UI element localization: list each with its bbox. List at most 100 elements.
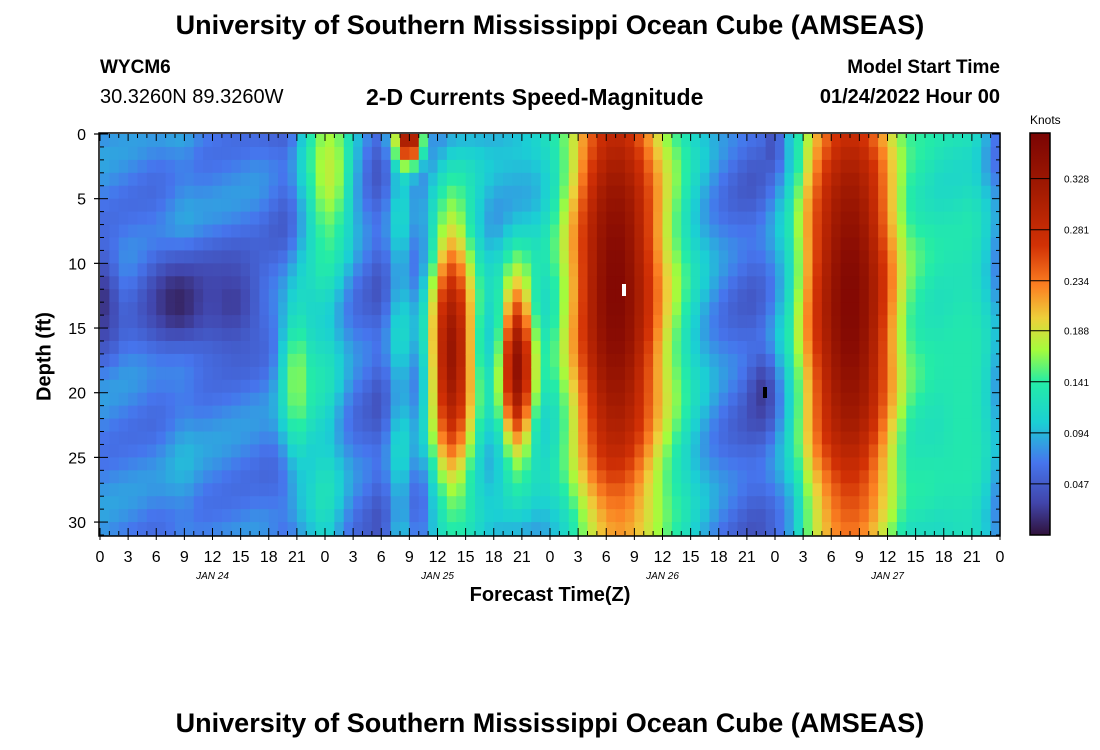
heatmap-cell [540, 340, 551, 355]
heatmap-cell [943, 159, 954, 174]
heatmap-cell [221, 302, 232, 316]
heatmap-cell [203, 431, 214, 446]
x-tick-label: 6 [827, 549, 836, 566]
heatmap-cell [146, 366, 157, 381]
heatmap-cell [465, 470, 476, 484]
heatmap-cell [128, 328, 139, 342]
heatmap-cell [943, 263, 954, 277]
heatmap-cell [859, 509, 870, 523]
heatmap-cell [400, 392, 410, 407]
heatmap-cell [906, 172, 917, 187]
heatmap-cell [268, 146, 279, 161]
heatmap-cell [400, 522, 410, 536]
heatmap-cell [887, 483, 898, 497]
heatmap-cell [756, 224, 767, 239]
heatmap-cell [840, 405, 851, 420]
heatmap-cell [906, 276, 917, 290]
heatmap-cell [981, 172, 992, 187]
x-tick-label: 3 [124, 549, 133, 566]
heatmap-cell [746, 522, 757, 536]
heatmap-cell [118, 418, 129, 433]
heatmap-cell [662, 444, 673, 458]
heatmap-cell [840, 198, 851, 213]
heatmap-cell [578, 496, 589, 510]
heatmap-cell [559, 134, 570, 148]
heatmap-cell [634, 250, 645, 264]
heatmap-cell [878, 263, 889, 277]
heatmap-cell [568, 328, 579, 342]
heatmap-cell [381, 289, 392, 303]
heatmap-cell [484, 366, 495, 381]
heatmap-cell [456, 522, 467, 536]
heatmap-cell [100, 302, 110, 316]
heatmap-cell [578, 302, 589, 316]
heatmap-cell [756, 185, 767, 200]
heatmap-cell [296, 172, 307, 187]
heatmap-cell [915, 353, 926, 368]
heatmap-cell [700, 198, 710, 213]
heatmap-cell [334, 405, 345, 420]
heatmap-cell [512, 198, 523, 213]
heatmap-cell [137, 522, 148, 536]
heatmap-cell [109, 522, 120, 536]
heatmap-cell [343, 366, 354, 381]
heatmap-cell [165, 134, 176, 148]
heatmap-cell [306, 250, 317, 264]
heatmap-cell [193, 496, 204, 510]
heatmap-cell [212, 392, 223, 407]
heatmap-cell [765, 263, 776, 277]
heatmap-cell [165, 263, 176, 277]
heatmap-cell [287, 263, 298, 277]
heatmap-cell [831, 237, 842, 252]
heatmap-cell [165, 483, 176, 497]
heatmap-cell [737, 522, 748, 536]
heatmap-cell [353, 509, 364, 523]
heatmap-cell [850, 134, 860, 148]
heatmap-cell [934, 366, 945, 381]
heatmap-cell [812, 496, 823, 510]
heatmap-cell [775, 276, 785, 290]
heatmap-cell [681, 431, 692, 446]
heatmap-cell [831, 146, 842, 161]
heatmap-cell [793, 172, 804, 187]
heatmap-cell [512, 302, 523, 316]
heatmap-cell [503, 405, 514, 420]
heatmap-cell [428, 289, 439, 303]
heatmap-cell [718, 366, 729, 381]
heatmap-cell [343, 302, 354, 316]
heatmap-cell [203, 250, 214, 264]
heatmap-cell [943, 496, 954, 510]
heatmap-cell [240, 353, 251, 368]
heatmap-cell [934, 509, 945, 523]
heatmap-cell [568, 289, 579, 303]
heatmap-cell [221, 431, 232, 446]
heatmap-cell [550, 198, 560, 213]
heatmap-cell [156, 405, 167, 420]
heatmap-cell [887, 457, 898, 471]
heatmap-cell [821, 302, 832, 316]
heatmap-cell [231, 237, 242, 252]
heatmap-cell [343, 146, 354, 161]
heatmap-cell [184, 315, 195, 329]
heatmap-cell [821, 340, 832, 355]
heatmap-cell [840, 276, 851, 290]
heatmap-cell [775, 328, 785, 342]
heatmap-cell [362, 198, 373, 213]
heatmap-cell [221, 366, 232, 381]
heatmap-cell [362, 418, 373, 433]
heatmap-cell [953, 302, 964, 316]
heatmap-cell [296, 276, 307, 290]
heatmap-cell [165, 496, 176, 510]
heatmap-cell [550, 289, 560, 303]
heatmap-cell [896, 340, 907, 355]
heatmap-cell [456, 134, 467, 148]
heatmap-cell [193, 392, 204, 407]
heatmap-cell [184, 444, 195, 458]
heatmap-cell [896, 289, 907, 303]
heatmap-cell [971, 134, 982, 148]
heatmap-cell [671, 392, 682, 407]
colorbar-tick-label: 0.141 [1064, 378, 1089, 389]
heatmap-cell [896, 444, 907, 458]
heatmap-cell [484, 302, 495, 316]
heatmap-cell [887, 172, 898, 187]
